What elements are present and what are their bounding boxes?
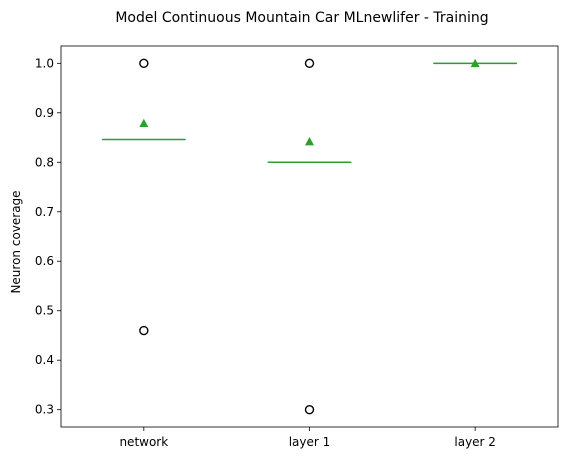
box-layer-2 (433, 58, 518, 68)
y-axis-label: Neuron coverage (9, 190, 23, 293)
mean-marker (305, 136, 314, 146)
outlier-point (139, 58, 149, 69)
outlier-point (304, 404, 315, 415)
outlier-point (304, 58, 315, 69)
y-tick-label: 0.6 (35, 254, 54, 268)
y-tick-label: 0.8 (35, 155, 54, 169)
mean-marker (139, 118, 149, 128)
y-tick-label: 1.0 (35, 56, 54, 70)
y-tick-label: 0.5 (35, 304, 54, 318)
x-tick-label: layer 2 (454, 435, 496, 449)
axes-frame (60, 45, 559, 428)
box-network (101, 58, 186, 336)
x-tick-label: network (119, 435, 168, 449)
chart-title: Model Continuous Mountain Car MLnewlifer… (115, 10, 488, 26)
mean-marker (470, 58, 480, 68)
box-layer-1 (267, 58, 352, 415)
y-tick-label: 0.7 (35, 205, 54, 219)
x-tick-label: layer 1 (289, 435, 331, 449)
outlier-point (139, 325, 149, 336)
plot-area: 0.3 0.4 0.5 0.6 0.7 0.8 0.9 1.0 network layer 1 la… (35, 45, 559, 449)
y-tick-label: 0.4 (35, 353, 54, 367)
y-tick-label: 0.3 (35, 403, 54, 417)
y-tick-label: 0.9 (35, 106, 54, 120)
